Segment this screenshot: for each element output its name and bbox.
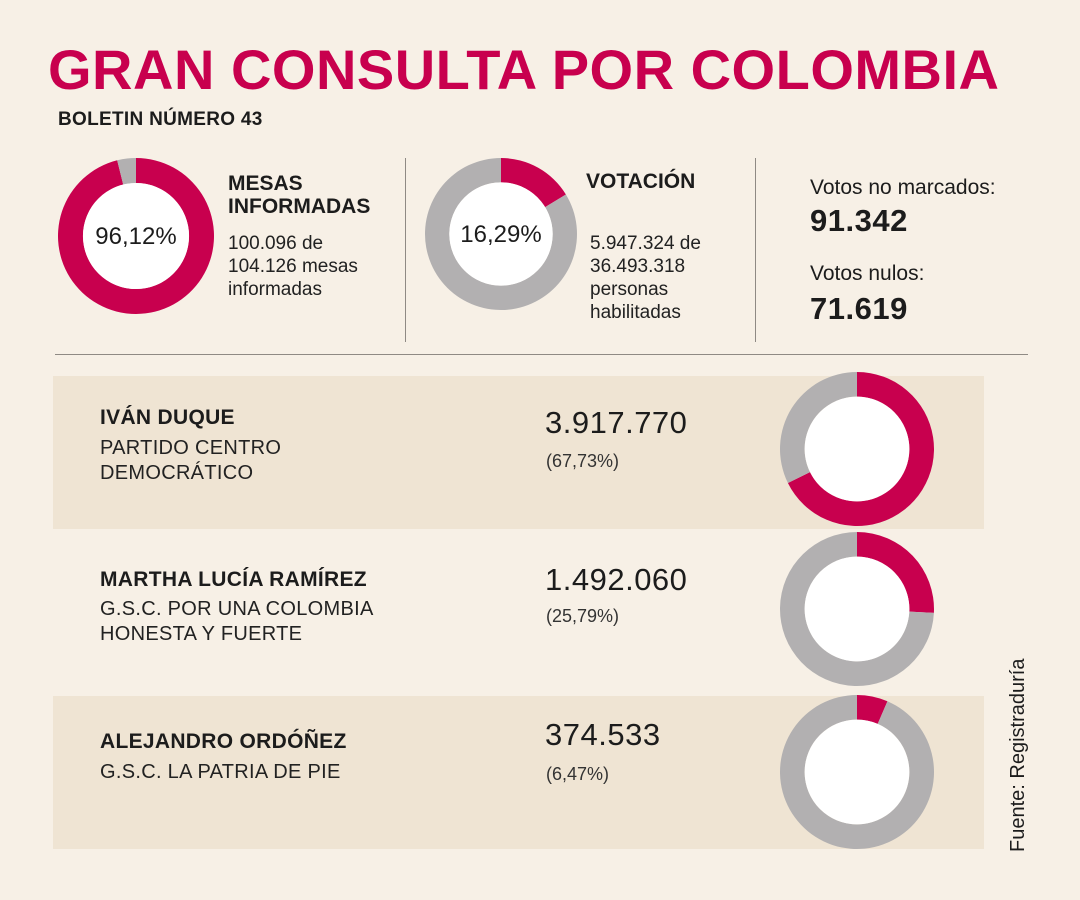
- mesas-title: MESAS INFORMADAS: [228, 172, 370, 218]
- remainder-slice: [117, 158, 136, 185]
- votacion-percent-label: 16,29%: [460, 221, 541, 248]
- candidate-party-ramirez: G.S.C. POR UNA COLOMBIA HONESTA Y FUERTE: [100, 597, 420, 647]
- mesas-title-line2: INFORMADAS: [228, 195, 371, 218]
- page-title: GRAN CONSULTA POR COLOMBIA: [48, 38, 1000, 101]
- votacion-donut-chart: 16,29%: [425, 158, 577, 310]
- nulos-value: 71.619: [810, 291, 908, 326]
- votacion-title: VOTACIÓN: [586, 170, 696, 193]
- party-line1: G.S.C. POR UNA COLOMBIA: [100, 598, 374, 620]
- candidate-pct-duque: (67,73%): [546, 451, 620, 471]
- donut-hole: [82, 182, 190, 290]
- donut-hole: [804, 556, 910, 662]
- section-divider: [55, 354, 1028, 355]
- nulos-label: Votos nulos:: [810, 262, 925, 285]
- accent-slice: [58, 158, 214, 314]
- candidate-pct-ramirez: (25,79%): [546, 606, 620, 626]
- party-line1: PARTIDO CENTRO: [100, 437, 282, 459]
- accent-slice: [501, 158, 566, 208]
- donut-hole: [804, 396, 910, 502]
- donut-hole: [804, 719, 910, 825]
- source-credit: Fuente: Registraduría: [1007, 658, 1029, 852]
- remainder-slice: [780, 532, 934, 686]
- accent-slice: [787, 372, 934, 526]
- divider-left: [405, 158, 406, 342]
- mesas-detail-line2: 104.126 mesas: [228, 256, 358, 277]
- mesas-detail-line3: informadas: [228, 279, 322, 300]
- candidate-party-duque: PARTIDO CENTRO DEMOCRÁTICO: [100, 436, 420, 486]
- votacion-detail-line2: 36.493.318: [590, 256, 686, 277]
- donut-hole: [449, 182, 553, 286]
- candidate-party-ordonez: G.S.C. LA PATRIA DE PIE: [100, 760, 420, 785]
- remainder-slice: [425, 158, 577, 310]
- accent-slice: [857, 532, 934, 613]
- party-line2: DEMOCRÁTICO: [100, 462, 254, 484]
- candidate-name-duque: IVÁN DUQUE: [100, 406, 235, 429]
- candidate-votes-duque: 3.917.770: [545, 405, 688, 440]
- mesas-percent-label: 96,12%: [95, 223, 176, 250]
- no-marcados-label: Votos no marcados:: [810, 176, 996, 199]
- duque-donut-chart: [780, 372, 934, 526]
- candidate-name-ramirez: MARTHA LUCÍA RAMÍREZ: [100, 568, 367, 591]
- remainder-slice: [780, 372, 857, 483]
- candidate-votes-ramirez: 1.492.060: [545, 562, 688, 597]
- votacion-detail-line4: habilitadas: [590, 302, 681, 323]
- mesas-title-line1: MESAS: [228, 172, 303, 195]
- party-line2: HONESTA Y FUERTE: [100, 623, 303, 645]
- ordonez-donut-chart: [780, 695, 934, 849]
- candidate-pct-ordonez: (6,47%): [546, 764, 610, 784]
- bulletin-number: BOLETIN NÚMERO 43: [58, 109, 263, 130]
- party-line1: G.S.C. LA PATRIA DE PIE: [100, 761, 341, 783]
- divider-right: [755, 158, 756, 342]
- votacion-detail-line3: personas: [590, 279, 669, 300]
- mesas-detail-line1: 100.096 de: [228, 233, 324, 254]
- remainder-slice: [780, 695, 934, 849]
- accent-slice: [857, 695, 888, 724]
- candidate-votes-ordonez: 374.533: [545, 717, 661, 752]
- votacion-detail-line1: 5.947.324 de: [590, 233, 701, 254]
- mesas-donut-chart: 96,12%: [58, 158, 214, 314]
- votacion-detail: 5.947.324 de 36.493.318 personas habilit…: [590, 232, 701, 324]
- ramirez-donut-chart: [780, 532, 934, 686]
- candidate-name-ordonez: ALEJANDRO ORDÓÑEZ: [100, 730, 347, 753]
- no-marcados-value: 91.342: [810, 203, 908, 238]
- mesas-detail: 100.096 de 104.126 mesas informadas: [228, 232, 358, 301]
